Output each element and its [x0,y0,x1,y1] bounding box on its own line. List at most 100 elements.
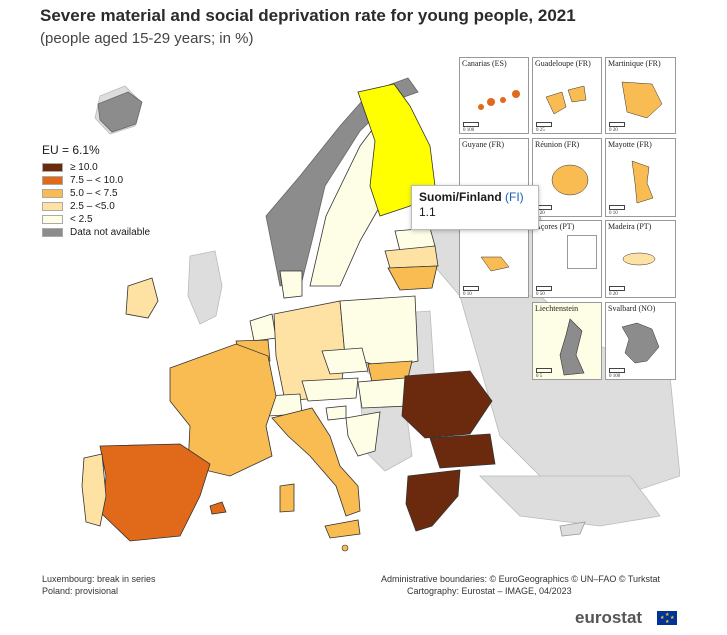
region-sicily[interactable] [324,519,361,539]
legend-item: < 2.5 [42,213,150,226]
inset-label: Madeira (PT) [608,222,652,231]
legend-swatch [42,163,63,172]
inset-scale-text: 0 20 [536,211,545,216]
inset-scale-text: 0 100 [463,128,475,133]
legend: EU = 6.1% ≥ 10.0 7.5 – < 10.0 5.0 – < 7.… [42,143,150,239]
inset-label: Réunion (FR) [535,140,580,149]
inset-scale-text: 0 10 [463,292,472,297]
inset-map [631,160,654,204]
inset-scale-text: 0 5 [536,374,543,379]
inset-map [545,85,587,115]
region-slovenia[interactable] [325,405,347,421]
inset-scale-text: 0 20 [609,292,618,297]
region-croatia[interactable] [345,411,381,457]
region-hungary[interactable] [357,377,409,409]
region-czechia[interactable] [321,347,369,375]
inset-label: Canarias (ES) [462,59,507,68]
inset-scalebar [536,122,552,127]
tooltip-value: 1.1 [419,205,436,219]
inset-reunion[interactable]: Réunion (FR) 0 20 [532,138,602,217]
inset-scale-text: 0 50 [536,292,545,297]
inset-map [559,318,585,376]
legend-item: 2.5 – <5.0 [42,200,150,213]
map-title: Severe material and social deprivation r… [40,6,576,25]
region-romania[interactable] [401,370,493,439]
region-denmark[interactable] [279,270,303,299]
region-latvia[interactable] [384,245,439,269]
legend-label: Data not available [70,227,151,238]
inset-scalebar [463,286,479,291]
inset-scalebar [609,122,625,127]
footnote-boundaries: Administrative boundaries: © EuroGeograp… [381,574,661,584]
inset-scale-text: 0 20 [609,128,618,133]
legend-swatch [42,228,63,237]
inset-map [478,90,520,110]
footnote-cartography: Cartography: Eurostat – IMAGE, 04/2023 [407,586,572,596]
region-sardinia[interactable] [279,483,295,513]
inset-scalebar [463,122,479,127]
inset-scalebar [536,286,552,291]
inset-map [621,81,663,119]
region-portugal[interactable] [81,453,107,527]
region-spain[interactable] [99,443,211,542]
inset-canarias[interactable]: Canarias (ES) 0 100 [459,57,529,134]
inset-acores[interactable]: Açores (PT) 0 50 [532,220,602,298]
inset-label: Guyane (FR) [462,140,504,149]
region-malta[interactable] [341,544,349,552]
legend-item: Data not available [42,226,150,239]
inset-map [480,256,510,272]
legend-item: 5.0 – < 7.5 [42,187,150,200]
legend-swatch [42,189,63,198]
legend-label: 5.0 – < 7.5 [70,188,118,199]
region-greece[interactable] [405,469,461,532]
inset-label: Mayotte (FR) [608,140,652,149]
region-ireland[interactable] [125,277,159,319]
region-balearic[interactable] [209,501,227,515]
inset-malta-area[interactable]: 0 10 [459,220,529,298]
footnote-luxembourg: Luxembourg: break in series [42,574,156,584]
region-cyprus[interactable] [559,521,586,537]
legend-title: EU = 6.1% [42,143,100,157]
inset-label: Svalbard (NO) [608,304,656,313]
inset-map [621,322,660,364]
footnote-poland: Poland: provisional [42,586,119,596]
region-austria[interactable] [301,377,359,402]
inset-scalebar [609,286,625,291]
region-iceland[interactable] [97,91,143,133]
tooltip-region-name: Suomi/Finland [419,190,502,204]
region-bulgaria[interactable] [429,433,496,469]
map-subtitle: (people aged 15-29 years; in %) [40,30,254,47]
region-lithuania[interactable] [387,265,438,291]
inset-label: Liechtenstein [535,304,579,313]
legend-swatch [42,202,63,211]
legend-label: ≥ 10.0 [70,162,98,173]
inset-guadeloupe[interactable]: Guadeloupe (FR) 0 25 [532,57,602,134]
legend-item: 7.5 – < 10.0 [42,174,150,187]
inset-subframe [567,235,597,269]
inset-label: Martinique (FR) [608,59,661,68]
inset-map [622,252,656,266]
region-italy[interactable] [271,407,361,517]
tooltip-region-code: (FI) [505,190,524,204]
inset-svalbard[interactable]: Svalbard (NO) 0 100 [605,302,676,380]
inset-label: Açores (PT) [535,222,575,231]
region-norway[interactable] [265,77,419,287]
inset-scalebar [536,368,552,373]
inset-scalebar [609,368,625,373]
inset-scale-text: 0 10 [609,211,618,216]
eu-flag-icon: ★ ★ ★ ★ [657,611,677,625]
legend-label: < 2.5 [70,214,93,225]
region-france[interactable] [169,343,277,477]
inset-scalebar [609,205,625,210]
inset-liechtenstein[interactable]: Liechtenstein 0 5 [532,302,602,380]
tooltip: Suomi/Finland (FI) 1.1 [411,185,539,230]
inset-mayotte[interactable]: Mayotte (FR) 0 10 [605,138,676,217]
inset-label: Guadeloupe (FR) [535,59,591,68]
inset-madeira[interactable]: Madeira (PT) 0 20 [605,220,676,298]
legend-item: ≥ 10.0 [42,161,150,174]
inset-martinique[interactable]: Martinique (FR) 0 20 [605,57,676,134]
region-netherlands[interactable] [249,313,277,342]
inset-scale-text: 0 100 [609,374,621,379]
legend-label: 7.5 – < 10.0 [70,175,124,186]
inset-map [551,164,589,196]
